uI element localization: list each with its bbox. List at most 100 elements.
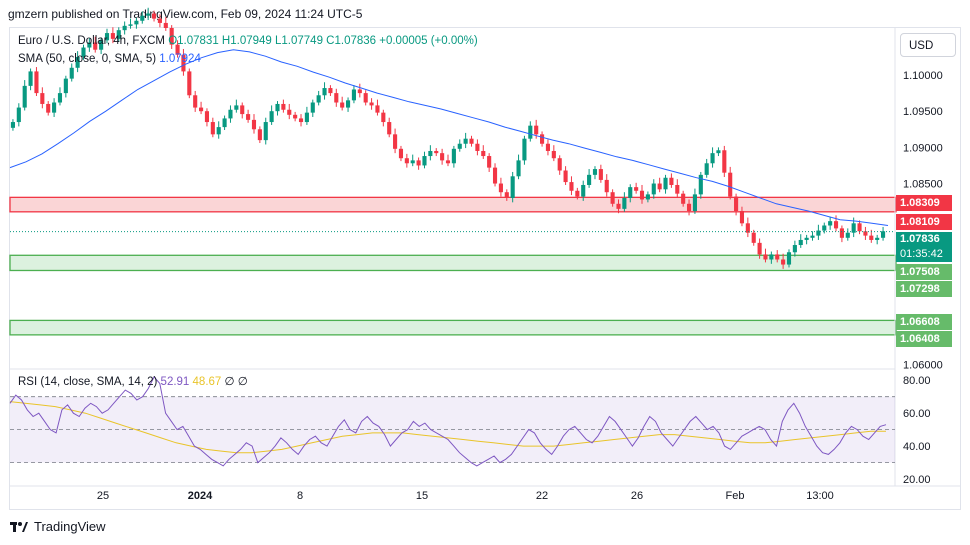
candle-body xyxy=(492,167,498,184)
candle-body xyxy=(416,160,421,166)
candle-body xyxy=(175,44,180,55)
price-tick-label: 1.08500 xyxy=(903,179,943,191)
rsi-tick-label: 20.00 xyxy=(903,474,931,486)
candle-body xyxy=(734,196,739,212)
candle-body xyxy=(46,103,51,113)
candle-body xyxy=(34,71,39,94)
candle-body xyxy=(257,129,262,141)
candle-body xyxy=(440,153,445,161)
candle-body xyxy=(340,102,345,108)
candle-body xyxy=(328,88,333,94)
time-tick-label: 8 xyxy=(297,490,303,502)
candle-body xyxy=(222,118,227,128)
candle-body xyxy=(810,235,815,238)
candle-body xyxy=(63,78,68,94)
candle-body xyxy=(781,259,786,265)
candle-body xyxy=(775,254,780,260)
candle-body xyxy=(87,42,92,48)
time-tick-label: Feb xyxy=(726,490,745,502)
candle-body xyxy=(481,150,486,157)
rsi-extra: ∅ ∅ xyxy=(224,376,248,388)
candle-body xyxy=(187,71,192,96)
candle-body xyxy=(686,203,692,212)
candle-body xyxy=(540,134,545,144)
candle-body xyxy=(110,33,115,39)
candle-body xyxy=(657,183,662,190)
candle-body xyxy=(104,33,110,41)
rsi-value: 52.91 xyxy=(160,376,190,388)
time-tick-label: 26 xyxy=(631,490,643,502)
price-tick-label: 1.06000 xyxy=(903,359,943,371)
candle-body xyxy=(228,109,233,119)
candle-body xyxy=(363,93,368,103)
candle-body xyxy=(75,56,80,68)
candle-body xyxy=(93,42,98,50)
candle-body xyxy=(57,93,63,103)
candle-body xyxy=(475,143,480,151)
rsi-ma-line xyxy=(9,401,886,454)
candle-body xyxy=(369,102,374,106)
candle-body xyxy=(140,15,145,21)
candle-body xyxy=(199,107,204,112)
candle-body xyxy=(146,13,151,16)
candle-body xyxy=(763,254,768,260)
candle-body xyxy=(457,143,462,149)
candle-body xyxy=(451,148,456,164)
time-tick-label: 13:00 xyxy=(806,490,834,502)
rsi-tick-label: 80.00 xyxy=(903,375,931,387)
low-value: L1.07749 xyxy=(275,35,323,47)
candle-body xyxy=(875,237,880,240)
candle-body xyxy=(28,71,33,86)
candle-body xyxy=(510,176,515,198)
candle-body xyxy=(422,156,427,166)
candle-body xyxy=(387,122,392,135)
currency-button[interactable]: USD xyxy=(900,33,956,57)
zone-top-3-tag: 1.06608 xyxy=(896,314,952,330)
candle-body xyxy=(845,232,850,238)
candle-body xyxy=(622,198,627,209)
price-tick-label: 1.09000 xyxy=(903,142,943,154)
candle-body xyxy=(792,245,797,253)
candle-body xyxy=(445,160,451,164)
candle-body xyxy=(81,47,86,57)
candle-body xyxy=(375,105,380,113)
candle-body xyxy=(316,95,321,103)
candle-body xyxy=(463,138,468,144)
last-price-tag: 1.07836 01:35:42 xyxy=(896,232,952,262)
candle-body xyxy=(634,187,639,191)
zone-bot-2-tag: 1.07298 xyxy=(896,281,952,297)
candle-body xyxy=(587,174,592,185)
candle-body xyxy=(304,112,309,123)
candle-body xyxy=(334,93,339,103)
candle-body xyxy=(345,100,351,108)
candle-body xyxy=(786,252,792,265)
candle-body xyxy=(534,125,539,135)
candle-body xyxy=(592,169,598,175)
candle-body xyxy=(116,30,121,39)
candle-body xyxy=(610,192,615,204)
publisher-header: gmzern published on TradingView.com, Feb… xyxy=(8,7,363,21)
candle-body xyxy=(469,138,474,144)
candle-body xyxy=(616,203,621,209)
candle-layer xyxy=(10,7,886,269)
footer-brand[interactable]: TradingView xyxy=(10,519,106,534)
sma-legend: SMA (50, close, 0, SMA, 5) 1.07924 xyxy=(18,53,201,65)
rsi-tick-label: 40.00 xyxy=(903,441,931,453)
candle-body xyxy=(428,150,433,157)
candle-body xyxy=(598,169,603,180)
candle-body xyxy=(604,179,609,193)
candle-body xyxy=(69,67,74,79)
candle-body xyxy=(816,230,821,236)
time-tick-label: 25 xyxy=(97,490,109,502)
rsi-line xyxy=(9,376,887,467)
support-zone-3 xyxy=(9,319,897,336)
candle-body xyxy=(293,114,298,119)
candle-body xyxy=(52,102,57,113)
candle-body xyxy=(857,223,862,232)
rsi-tick-label: 60.00 xyxy=(903,408,931,420)
zone-bot-3-tag: 1.06408 xyxy=(896,331,952,347)
candle-body xyxy=(669,177,674,185)
candle-body xyxy=(839,228,844,238)
rsi-axis-ticks: 80.00 60.00 40.00 20.00 xyxy=(903,375,931,486)
